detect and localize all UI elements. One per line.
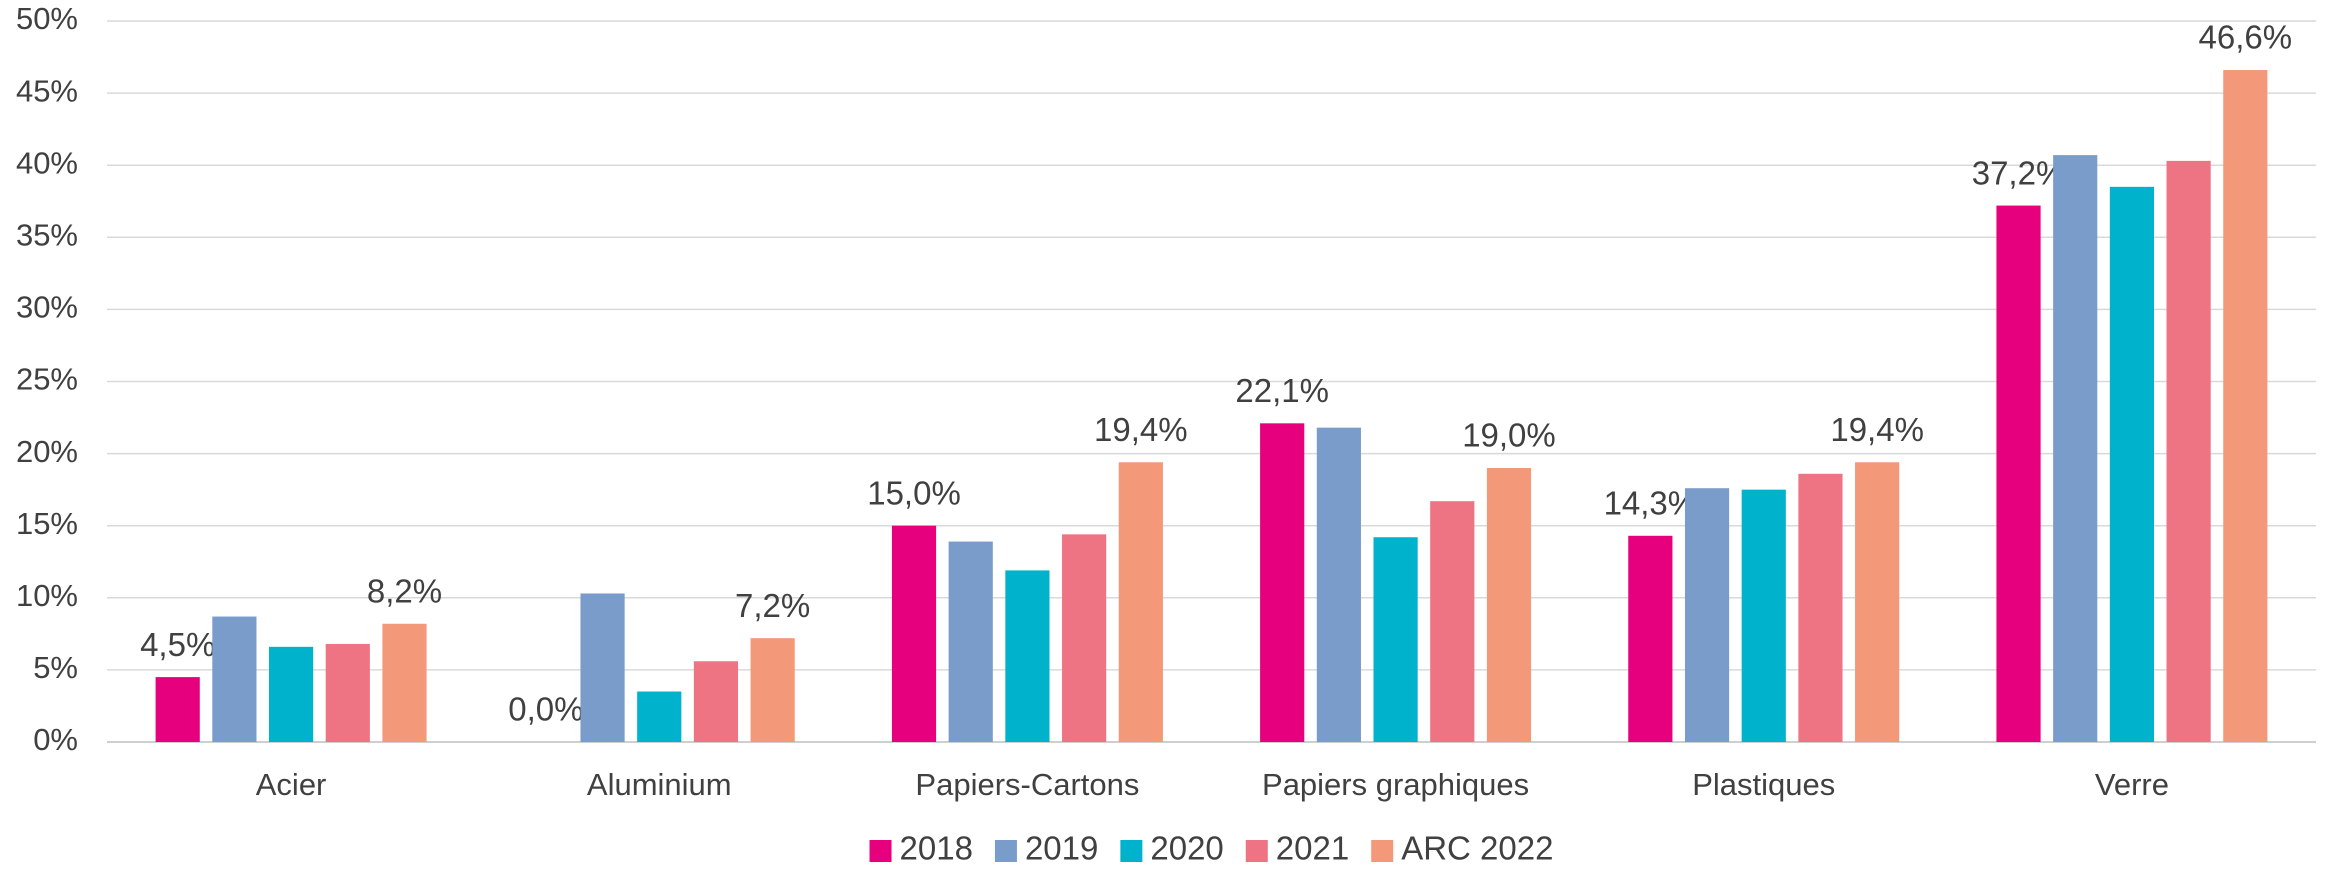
bar: [750, 638, 795, 742]
bar: [1062, 534, 1107, 742]
bar: [1855, 462, 1900, 742]
y-tick-label: 20%: [16, 434, 78, 469]
data-label: 15,0%: [867, 474, 961, 511]
y-tick-label: 25%: [16, 362, 78, 397]
bar: [1260, 423, 1305, 742]
x-tick-label: Verre: [2095, 767, 2169, 802]
data-label: 14,3%: [1604, 485, 1698, 522]
legend-swatch: [1371, 840, 1394, 862]
data-label: 19,0%: [1462, 417, 1556, 454]
bar: [2166, 160, 2211, 742]
bar: [1430, 501, 1475, 742]
y-tick-label: 35%: [16, 217, 78, 252]
bar: [268, 646, 314, 742]
bar: [1798, 473, 1843, 742]
legend-label: ARC 2022: [1401, 830, 1553, 867]
y-tick-label: 0%: [33, 722, 78, 757]
bar: [212, 616, 257, 742]
bar: [891, 525, 937, 742]
bar: [325, 643, 370, 742]
bar: [1684, 488, 1730, 742]
legend-label: 2020: [1150, 830, 1223, 867]
data-label: 0,0%: [508, 691, 583, 728]
data-label: 19,4%: [1830, 411, 1924, 448]
x-tick-label: Acier: [256, 767, 327, 802]
bar: [2053, 155, 2098, 742]
bar: [693, 661, 739, 742]
x-tick-label: Papiers graphiques: [1262, 767, 1529, 802]
bar: [1996, 205, 2041, 743]
bar: [948, 541, 993, 742]
bar: [382, 623, 427, 742]
y-tick-label: 45%: [16, 73, 78, 108]
bar: [1486, 468, 1532, 742]
bar: [580, 593, 625, 742]
data-label: 37,2%: [1972, 154, 2066, 191]
legend-label: 2018: [900, 830, 973, 867]
legend-swatch: [994, 840, 1017, 862]
bar: [155, 677, 200, 742]
y-tick-label: 40%: [16, 145, 78, 180]
bar: [1628, 535, 1673, 742]
legend-label: 2019: [1025, 830, 1098, 867]
bar: [1741, 489, 1786, 742]
legend-swatch: [869, 840, 892, 862]
x-tick-label: Papiers-Cartons: [915, 767, 1139, 802]
x-tick-label: Aluminium: [587, 767, 732, 802]
data-label: 22,1%: [1235, 372, 1329, 409]
data-label: 19,4%: [1094, 411, 1188, 448]
data-label: 8,2%: [367, 572, 442, 609]
y-tick-label: 15%: [16, 506, 78, 541]
bar: [1316, 427, 1361, 742]
bar: [1373, 537, 1418, 742]
bar: [2109, 186, 2155, 742]
bar: [1118, 462, 1163, 742]
x-tick-label: Plastiques: [1692, 767, 1835, 802]
y-tick-label: 10%: [16, 578, 78, 613]
y-tick-label: 5%: [33, 650, 78, 685]
y-tick-label: 30%: [16, 290, 78, 325]
data-label: 4,5%: [140, 626, 215, 663]
bar: [1005, 570, 1050, 742]
legend-label: 2021: [1276, 830, 1349, 867]
data-label: 7,2%: [735, 587, 810, 624]
bar: [2223, 70, 2268, 742]
legend-swatch: [1120, 840, 1143, 862]
legend-swatch: [1245, 840, 1268, 862]
data-label: 46,6%: [2199, 19, 2293, 56]
bar: [637, 691, 682, 742]
y-tick-label: 50%: [16, 1, 78, 36]
